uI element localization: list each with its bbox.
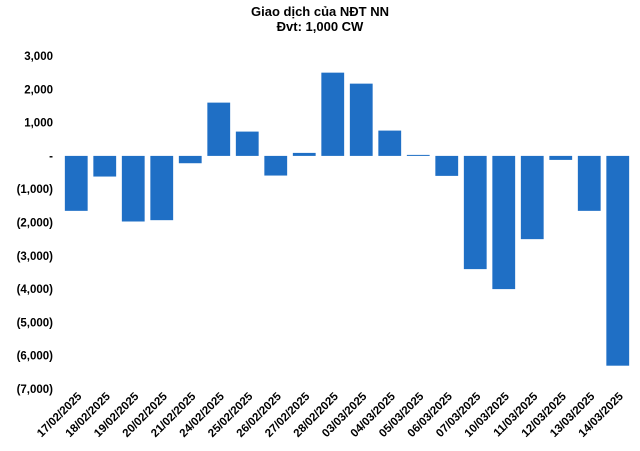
y-tick-label: (1,000) [17, 184, 54, 196]
y-tick-label: 2,000 [24, 84, 53, 96]
bar [64, 155, 88, 211]
y-tick-label: (4,000) [17, 284, 54, 296]
y-tick-label: (2,000) [17, 218, 54, 230]
bar [606, 155, 630, 366]
bar [121, 155, 145, 222]
bar [492, 155, 516, 290]
bar [463, 155, 487, 270]
bar [235, 131, 259, 156]
bar [520, 155, 544, 240]
bar [321, 72, 345, 156]
bar [378, 130, 402, 156]
y-tick-label: (5,000) [17, 317, 54, 329]
y-axis: 3,000 2,000 1,000 - (1,000) (2,000) (3,000) (4,… [17, 51, 54, 396]
y-tick-label: (7,000) [17, 384, 54, 396]
bars-group [64, 72, 630, 366]
bar [207, 102, 231, 156]
bar [150, 155, 174, 221]
chart-title: Giao dịch của NĐT NN [251, 4, 389, 19]
bar [549, 155, 573, 160]
bar [435, 155, 459, 176]
y-tick-label: - [49, 151, 53, 163]
y-tick-label: 3,000 [24, 51, 53, 63]
y-tick-label: 1,000 [24, 118, 53, 130]
y-tick-label: (3,000) [17, 251, 54, 263]
bar [406, 154, 430, 156]
y-tick-label: (6,000) [17, 351, 54, 363]
x-axis: 17/02/202518/02/202519/02/202520/02/2025… [35, 390, 626, 440]
bar [577, 155, 601, 211]
bar [93, 155, 117, 177]
bar [349, 83, 373, 156]
bar [178, 155, 202, 164]
bar [292, 152, 316, 156]
chart-subtitle: Đvt: 1,000 CW [277, 19, 364, 34]
bar [264, 155, 288, 176]
